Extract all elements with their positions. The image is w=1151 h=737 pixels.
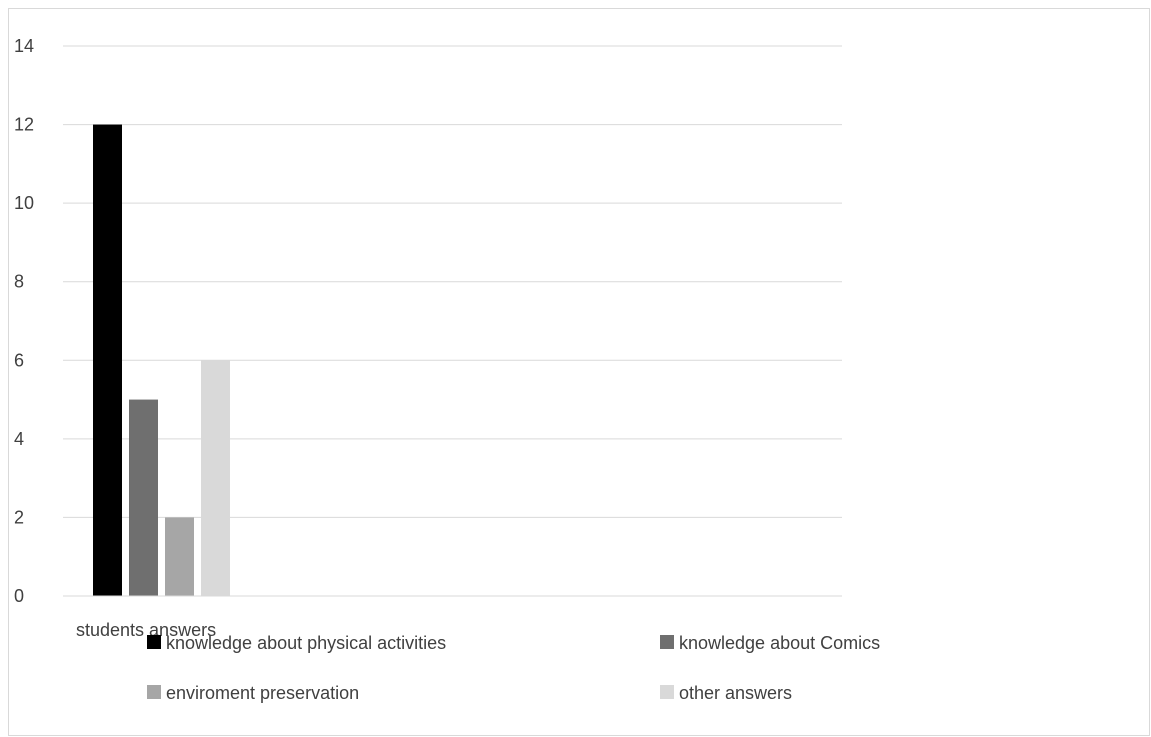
bar-3 [165, 517, 194, 596]
legend-item: knowledge about Comics [660, 633, 880, 653]
legend-label: other answers [679, 683, 792, 703]
y-tick-label: 12 [14, 115, 34, 135]
legend-swatch [660, 685, 674, 699]
legend-label: knowledge about physical activities [166, 633, 446, 653]
y-tick-label: 4 [14, 429, 24, 449]
legend-swatch [147, 635, 161, 649]
y-tick-label: 14 [14, 36, 34, 56]
y-tick-label: 0 [14, 586, 24, 606]
legend-label: enviroment preservation [166, 683, 359, 703]
legend: knowledge about physical activities knowl… [147, 633, 880, 703]
bars [93, 124, 230, 597]
x-category-label: students answers [76, 620, 216, 640]
y-tick-label: 6 [14, 350, 24, 370]
x-axis-categories: students answers [76, 620, 216, 640]
chart-frame [8, 8, 1150, 736]
y-axis-ticks: 0 2 4 6 8 10 12 14 [14, 36, 34, 606]
bar-4 [201, 360, 230, 596]
legend-item: other answers [660, 683, 792, 703]
y-tick-label: 8 [14, 272, 24, 292]
legend-swatch [660, 635, 674, 649]
y-tick-label: 2 [14, 507, 24, 527]
bar-1 [93, 124, 122, 597]
legend-item: knowledge about physical activities [147, 633, 446, 653]
legend-item: enviroment preservation [147, 683, 359, 703]
y-tick-label: 10 [14, 193, 34, 213]
gridlines [63, 45, 842, 518]
legend-swatch [147, 685, 161, 699]
legend-label: knowledge about Comics [679, 633, 880, 653]
bar-2 [129, 399, 158, 596]
